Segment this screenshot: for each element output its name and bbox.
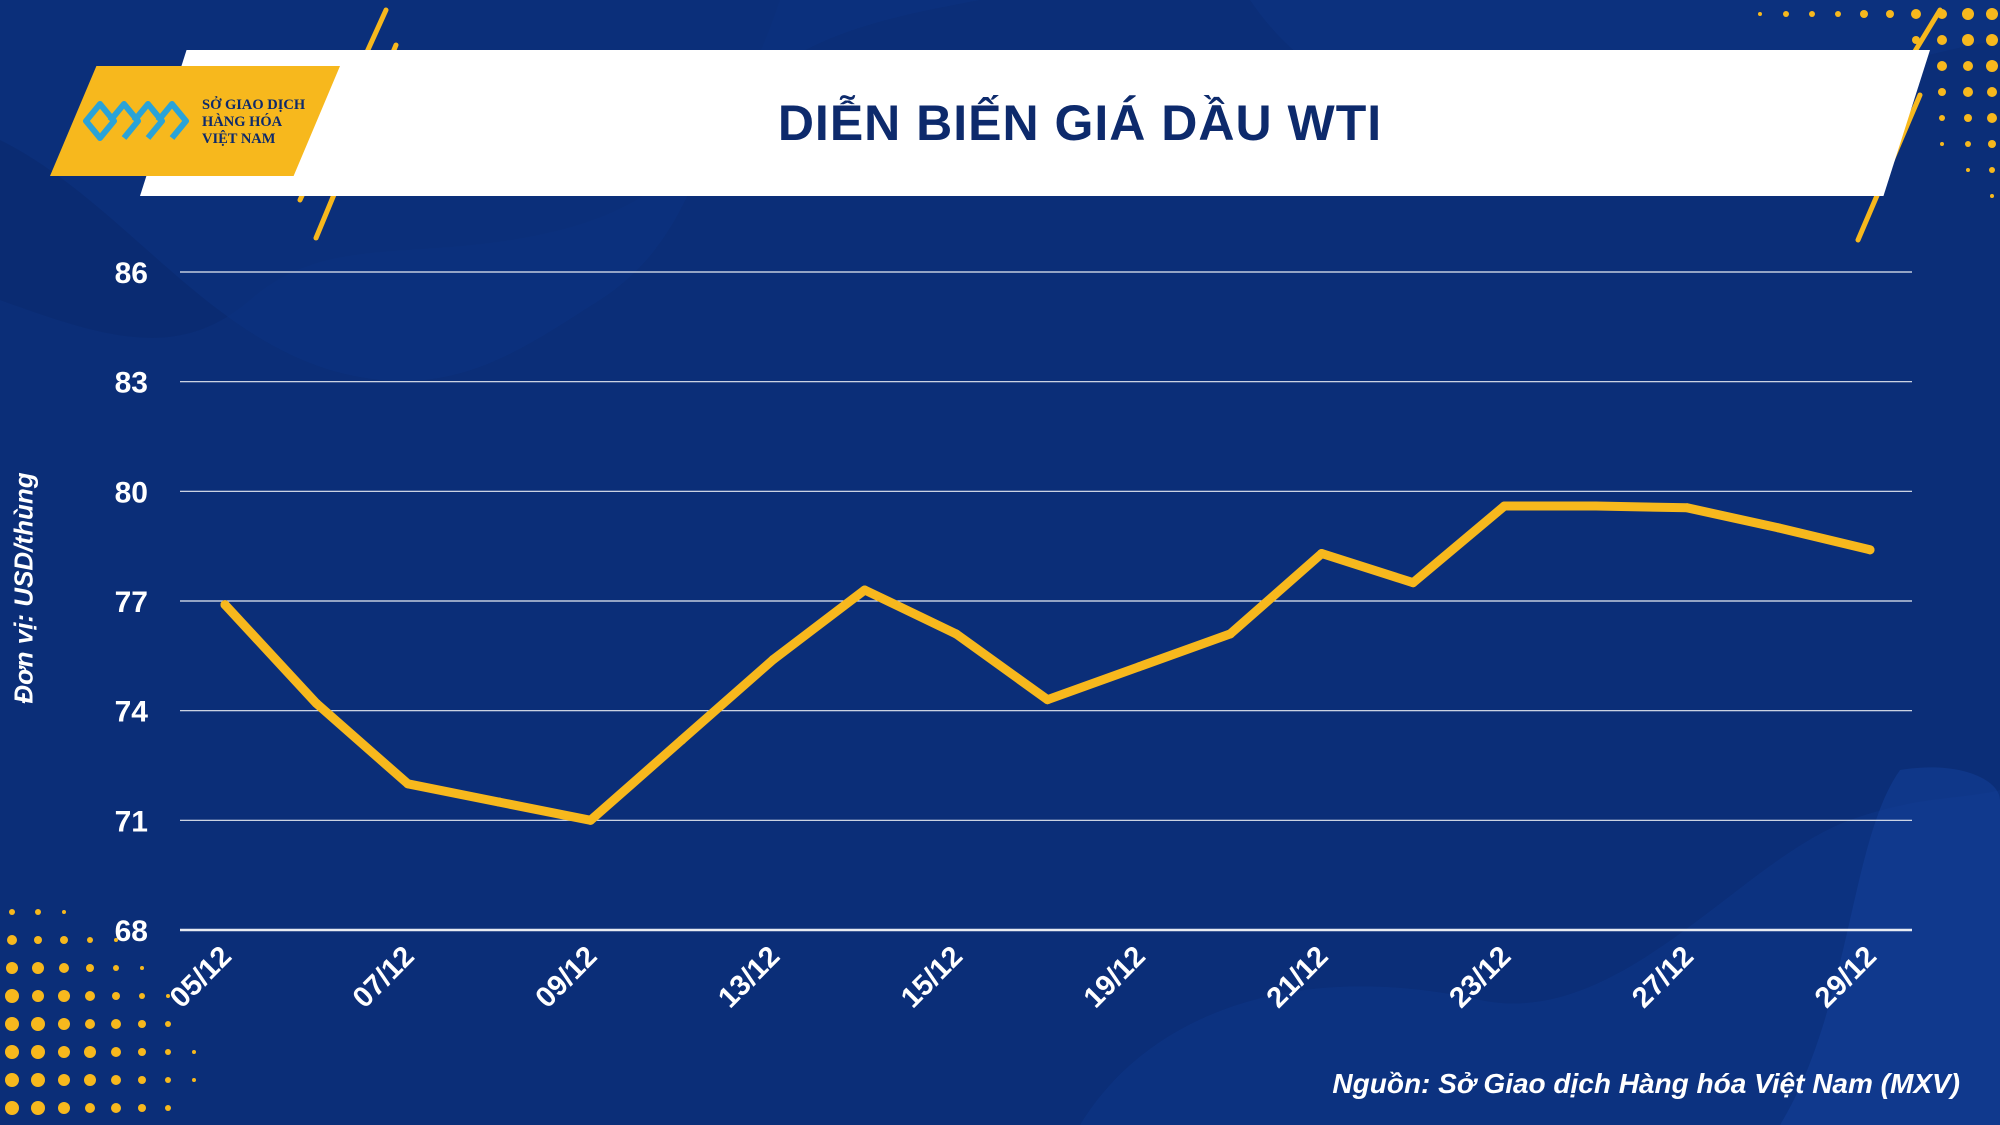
data-point-22-12: [1408, 578, 1418, 588]
data-point-28-12: [1774, 523, 1784, 533]
header-banner: [140, 50, 1930, 196]
logo-line-1: SỞ GIAO DỊCH: [202, 97, 306, 113]
data-point-05-12: [220, 600, 230, 610]
data-point-19-12: [1134, 662, 1144, 672]
series-line-wti: [220, 501, 1875, 825]
gridlines: [180, 271, 1912, 932]
x-tick-label: 27/12: [1626, 940, 1700, 1014]
y-tick-label: 83: [115, 367, 148, 400]
logo-wordmark: SỞ GIAO DỊCH HÀNG HÓA VIỆT NAM: [202, 97, 332, 148]
y-tick-label: 80: [115, 476, 148, 509]
logo-line-3: VIỆT NAM: [202, 131, 276, 147]
logo-badge: [50, 66, 340, 176]
dot-pattern-top-right: [1758, 8, 1998, 198]
y-axis-title: Đơn vị: USD/thùng: [8, 472, 39, 704]
series-layer: [220, 501, 1875, 825]
data-point-26-12: [1591, 501, 1601, 511]
data-point-13-12: [768, 654, 778, 664]
y-tick-label: 74: [115, 696, 149, 729]
source-note: Nguồn: Sở Giao dịch Hàng hóa Việt Nam (M…: [1332, 1068, 1960, 1099]
data-point-27-12: [1682, 503, 1692, 513]
x-tick-label: 23/12: [1443, 940, 1517, 1014]
x-tick-label: 07/12: [347, 940, 421, 1014]
data-point-09-12: [586, 815, 596, 825]
y-tick-label: 77: [115, 586, 148, 619]
exchange-logo-icon: [83, 101, 189, 141]
y-tick-label: 86: [115, 257, 148, 290]
x-tick-label: 13/12: [712, 940, 786, 1014]
x-tick-label: 29/12: [1809, 940, 1883, 1014]
x-tick-label: 05/12: [164, 940, 238, 1014]
logo-line-2: HÀNG HÓA: [202, 114, 283, 130]
data-point-14-12: [860, 585, 870, 595]
data-point-20-12: [1225, 629, 1235, 639]
x-tick-label: 15/12: [895, 940, 969, 1014]
x-axis-ticks: 05/12 07/12 09/12 13/12 15/12 19/12 21/12 23/12…: [164, 940, 1883, 1014]
y-axis-ticks: 86 83 80 77 74 71 68: [115, 257, 149, 948]
x-tick-label: 09/12: [530, 940, 604, 1014]
y-tick-label: 71: [115, 805, 148, 838]
data-point-29-12: [1865, 545, 1875, 555]
x-tick-label: 19/12: [1078, 940, 1152, 1014]
data-point-15-12: [951, 629, 961, 639]
data-point-06-12: [311, 698, 321, 708]
data-point-07-12: [403, 779, 413, 789]
data-point-16-12: [1043, 695, 1052, 705]
y-tick-label: 68: [115, 915, 148, 948]
data-point-08-12: [494, 797, 504, 807]
page-title: DIỄN BIẾN GIÁ DẦU WTI: [777, 95, 1383, 151]
data-point-12-12: [677, 735, 687, 745]
data-point-23-12: [1499, 501, 1509, 511]
dot-pattern-bottom-left: [5, 909, 196, 1115]
data-point-21-12: [1317, 548, 1327, 558]
x-tick-label: 21/12: [1261, 940, 1335, 1014]
